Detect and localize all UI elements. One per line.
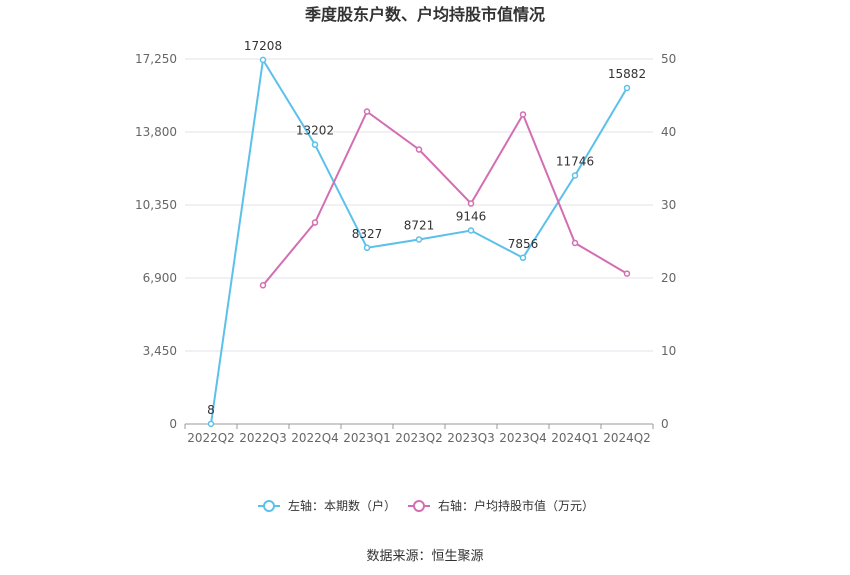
data-label: 13202 [296,124,334,138]
y-right-tick-label: 0 [661,417,669,431]
y-right-tick-label: 10 [661,344,676,358]
x-tick-label: 2022Q4 [291,431,339,445]
y-right-tick-label: 50 [661,52,676,66]
legend-item-2[interactable]: 右轴：户均持股市值（万元） [408,498,594,513]
series-layer: 8 17208 13202 8327 8721 9146 7856 11746 15882 [207,39,646,428]
grid [185,58,653,352]
legend-swatch-marker [263,500,275,512]
y-right-tick-label: 40 [661,125,676,139]
y-left-tick-label: 17,250 [135,52,177,66]
data-point[interactable] [519,254,527,262]
data-point[interactable] [571,172,579,179]
data-point[interactable] [519,111,527,118]
data-point[interactable] [259,56,267,64]
data-label: 17208 [244,39,282,53]
source-note: 数据来源：恒生聚源 [366,549,483,564]
data-label: 8 [207,403,215,417]
data-label: 9146 [456,209,487,223]
x-tick-label: 2023Q3 [447,431,495,445]
x-tick-label: 2024Q1 [551,431,599,445]
y-right-tick-label: 20 [661,271,676,285]
data-point[interactable] [207,420,215,428]
data-point[interactable] [571,239,579,247]
data-point[interactable] [363,108,371,115]
data-label: 8721 [404,218,435,232]
y-right-tick-label: 30 [661,198,676,212]
x-tick-label: 2023Q1 [343,431,391,445]
legend-swatch-marker [413,500,425,512]
y-left-tick-label: 0 [169,417,177,431]
data-point[interactable] [467,227,475,234]
data-point[interactable] [311,141,319,148]
y-left-tick-label: 3,450 [143,344,177,358]
x-tick-label: 2024Q2 [603,431,651,445]
data-point[interactable] [259,282,267,289]
data-point[interactable] [623,84,631,92]
axes: 0 3,450 6,900 10,350 13,800 17,250 0 10 20 30 40 50… [135,52,676,445]
legend-label: 左轴：本期数（户） [288,498,396,513]
data-point[interactable] [467,200,475,207]
x-tick-label: 2023Q2 [395,431,443,445]
chart-title: 季度股东户数、户均持股市值情况 [304,5,545,24]
x-tick-label: 2023Q4 [499,431,547,445]
data-point[interactable] [363,244,371,252]
legend[interactable]: 左轴：本期数（户） 右轴：户均持股市值（万元） [258,498,594,513]
data-label: 8327 [352,227,383,241]
data-point[interactable] [415,236,423,243]
y-left-tick-label: 6,900 [143,271,177,285]
data-label: 11746 [556,154,594,168]
y-left-tick-label: 13,800 [135,125,177,139]
legend-label: 右轴：户均持股市值（万元） [438,498,594,513]
data-point[interactable] [311,219,319,226]
x-tick-label: 2022Q3 [239,431,287,445]
data-point[interactable] [415,146,423,153]
x-tick-label: 2022Q2 [187,431,235,445]
data-point[interactable] [623,270,631,277]
data-label: 15882 [608,67,646,81]
legend-item-1[interactable]: 左轴：本期数（户） [258,498,396,513]
y-left-tick-label: 10,350 [135,198,177,212]
data-label: 7856 [508,237,539,251]
series-line-2 [262,110,628,286]
